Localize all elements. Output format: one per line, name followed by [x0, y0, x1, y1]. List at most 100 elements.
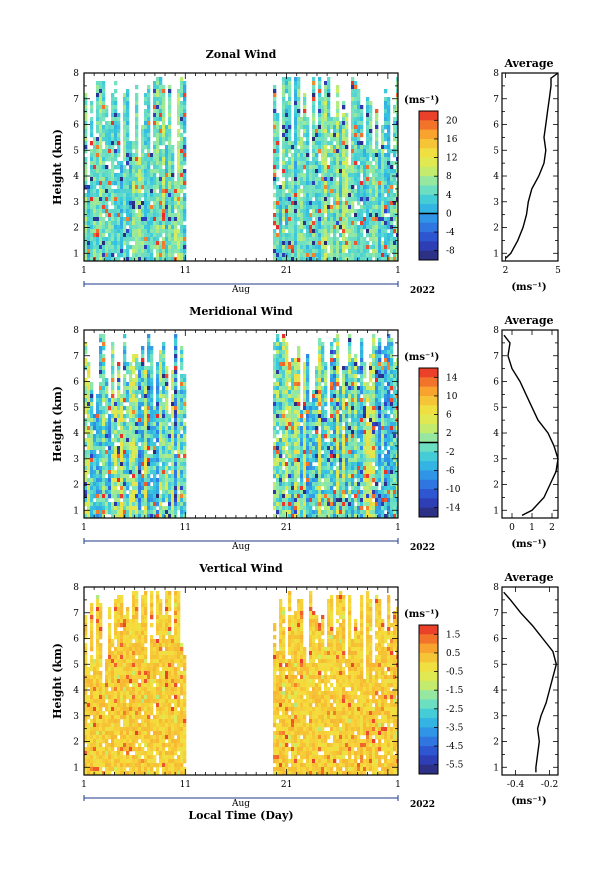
heatmap-cell: [168, 133, 172, 138]
heatmap-cell: [369, 253, 373, 258]
heatmap-cell: [303, 249, 307, 254]
heatmap-cell: [84, 165, 88, 170]
heatmap-cell: [168, 450, 172, 455]
heatmap-cell: [321, 406, 325, 411]
heatmap-cell: [360, 221, 364, 226]
heatmap-cell: [180, 85, 184, 90]
heatmap-cell: [384, 105, 388, 110]
heatmap-cell: [369, 145, 373, 150]
heatmap-cell: [303, 237, 307, 242]
heatmap-cell: [300, 205, 304, 210]
heatmap-cell: [123, 117, 127, 122]
heatmap-cell: [138, 185, 142, 190]
heatmap-cell: [156, 446, 160, 451]
heatmap-cell: [123, 366, 127, 371]
heatmap-cell: [282, 474, 286, 479]
heatmap-cell: [357, 101, 361, 106]
heatmap-cell: [297, 350, 301, 355]
heatmap-cell: [285, 354, 289, 359]
heatmap-cell: [336, 366, 340, 371]
heatmap-cell: [159, 498, 163, 503]
heatmap-cell: [354, 229, 358, 234]
heatmap-cell: [330, 414, 334, 419]
heatmap-cell: [345, 221, 349, 226]
heatmap-cell: [390, 173, 394, 178]
heatmap-cell: [324, 482, 328, 487]
heatmap-cell: [99, 338, 103, 343]
heatmap-cell: [174, 462, 178, 467]
heatmap-cell: [114, 81, 118, 86]
heatmap-cell: [315, 213, 319, 218]
heatmap-cell: [102, 169, 106, 174]
heatmap-cell: [333, 197, 337, 202]
heatmap-cell: [105, 193, 109, 198]
heatmap-cell: [99, 241, 103, 246]
heatmap-cell: [108, 237, 112, 242]
heatmap-cell: [285, 426, 289, 431]
heatmap-cell: [111, 370, 115, 375]
heatmap-cell: [276, 338, 280, 343]
heatmap-cell: [180, 245, 184, 250]
heatmap-cell: [111, 213, 115, 218]
heatmap-cell: [279, 237, 283, 242]
heatmap-cell: [129, 366, 133, 371]
heatmap-cell: [375, 169, 379, 174]
heatmap-cell: [144, 197, 148, 202]
heatmap-cell: [105, 177, 109, 182]
heatmap-cell: [312, 498, 316, 503]
heatmap-cell: [171, 374, 175, 379]
heatmap-cell: [141, 362, 145, 367]
heatmap-cell: [291, 482, 295, 487]
heatmap-cell: [102, 189, 106, 194]
heatmap-cell: [333, 462, 337, 467]
heatmap-cell: [273, 494, 277, 499]
heatmap-cell: [372, 221, 376, 226]
heatmap-cell: [99, 205, 103, 210]
heatmap-cell: [282, 245, 286, 250]
heatmap-cell: [138, 157, 142, 162]
heatmap-cell: [363, 169, 367, 174]
heatmap-cell: [153, 129, 157, 134]
heatmap-cell: [117, 133, 121, 138]
heatmap-cell: [276, 133, 280, 138]
heatmap-cell: [144, 446, 148, 451]
heatmap-cell: [309, 486, 313, 491]
heatmap-cell: [84, 398, 88, 403]
heatmap-cell: [144, 157, 148, 162]
heatmap-cell: [141, 498, 145, 503]
heatmap-cell: [276, 462, 280, 467]
heatmap-cell: [285, 153, 289, 158]
heatmap-cell: [180, 358, 184, 363]
heatmap-cell: [183, 430, 187, 435]
heatmap-cell: [132, 177, 136, 182]
heatmap-cell: [102, 362, 106, 367]
heatmap-cell: [345, 141, 349, 146]
heatmap-cell: [168, 101, 172, 106]
heatmap-cell: [90, 117, 94, 122]
heatmap-cell: [330, 482, 334, 487]
heatmap-cell: [309, 426, 313, 431]
heatmap-cell: [393, 197, 397, 202]
heatmap-cell: [324, 201, 328, 206]
heatmap-cell: [339, 201, 343, 206]
heatmap-cell: [174, 229, 178, 234]
heatmap-cell: [279, 193, 283, 198]
heatmap-cell: [138, 201, 142, 206]
heatmap-cell: [117, 121, 121, 126]
heatmap-cell: [342, 205, 346, 210]
heatmap-cell: [126, 257, 130, 261]
heatmap-cell: [141, 486, 145, 491]
profile-title: Average: [503, 57, 553, 70]
colorbar-swatch: [419, 176, 438, 186]
heatmap-cell: [297, 510, 301, 515]
heatmap-cell: [309, 442, 313, 447]
heatmap-cell: [372, 153, 376, 158]
heatmap-cell: [180, 185, 184, 190]
heatmap-cell: [183, 386, 187, 391]
heatmap-cell: [306, 510, 310, 515]
heatmap-cell: [183, 486, 187, 491]
heatmap-cell: [99, 97, 103, 102]
heatmap-cell: [165, 366, 169, 371]
heatmap-cell: [87, 205, 91, 210]
heatmap-cell: [282, 374, 286, 379]
